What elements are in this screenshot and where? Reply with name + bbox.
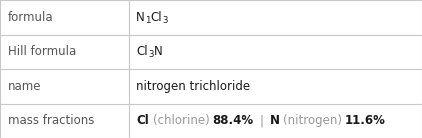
Text: nitrogen trichloride: nitrogen trichloride [136, 80, 250, 93]
Text: 88.4%: 88.4% [212, 114, 254, 127]
Text: |: | [260, 114, 263, 127]
Text: name: name [8, 80, 41, 93]
Text: N: N [136, 11, 145, 24]
Text: Cl: Cl [136, 45, 148, 58]
Text: formula: formula [8, 11, 53, 24]
Text: Cl: Cl [136, 114, 149, 127]
Text: Hill formula: Hill formula [8, 45, 76, 58]
Text: (nitrogen): (nitrogen) [283, 114, 342, 127]
Text: Cl: Cl [151, 11, 162, 24]
Text: N: N [154, 45, 162, 58]
Text: N: N [269, 114, 279, 127]
Text: 1: 1 [145, 16, 151, 25]
Text: mass fractions: mass fractions [8, 114, 94, 127]
Text: 3: 3 [148, 50, 154, 59]
Text: (chlorine): (chlorine) [153, 114, 209, 127]
Text: 11.6%: 11.6% [345, 114, 386, 127]
Text: 3: 3 [162, 16, 168, 25]
